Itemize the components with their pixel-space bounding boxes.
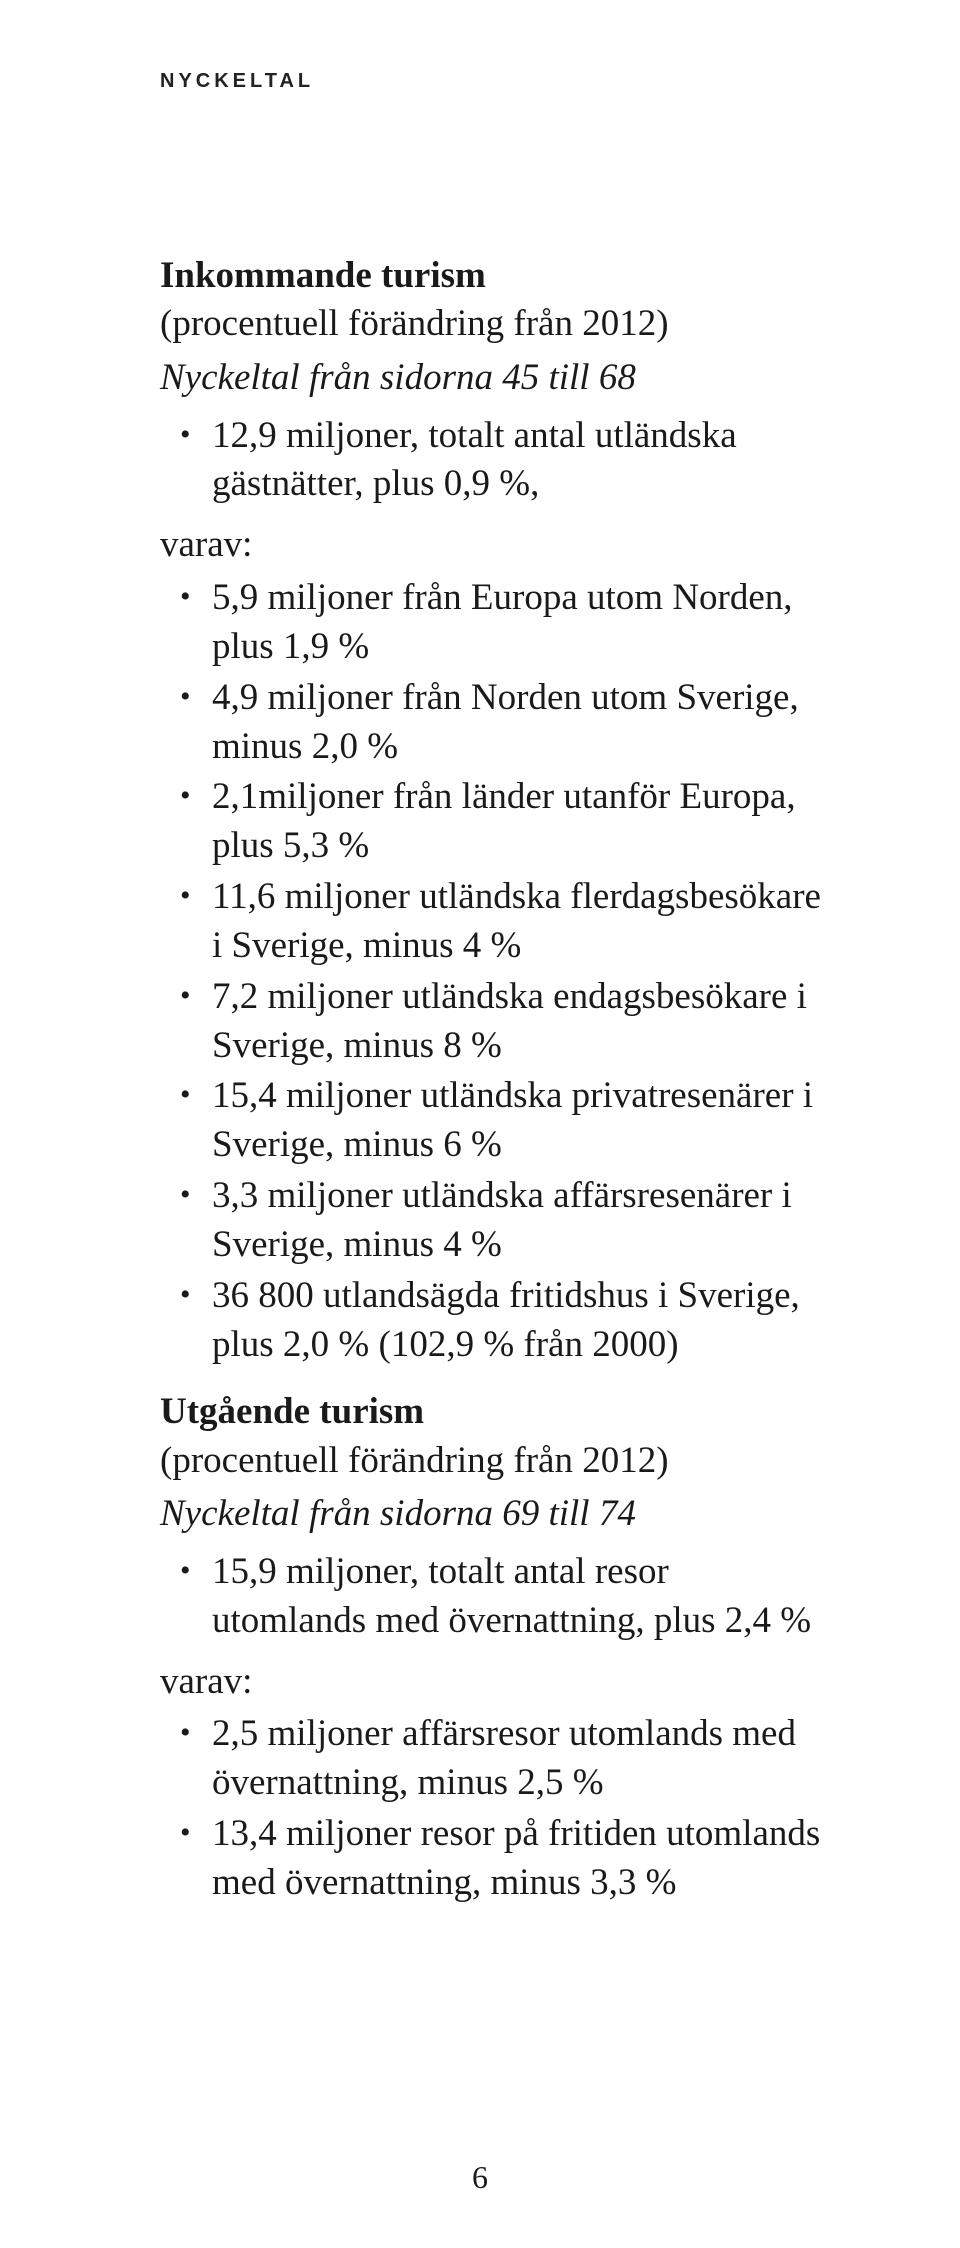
list-item: 13,4 miljoner resor på fritiden utomland… bbox=[160, 1810, 830, 1908]
running-head: NYCKELTAL bbox=[160, 70, 830, 93]
list-item: 3,3 miljoner utländska affärsresenärer i… bbox=[160, 1172, 830, 1270]
list-item: 5,9 miljoner från Europa utom Norden, pl… bbox=[160, 574, 830, 672]
list-item: 15,9 miljoner, totalt antal resor utomla… bbox=[160, 1548, 830, 1646]
list-item: 12,9 miljoner, totalt antal utländska gä… bbox=[160, 412, 830, 510]
section-utgaende: Utgående turism (procentuell förändring … bbox=[160, 1389, 830, 1907]
section2-source: Nyckeltal från sidorna 69 till 74 bbox=[160, 1490, 830, 1538]
section1-lead-list: 12,9 miljoner, totalt antal utländska gä… bbox=[160, 412, 830, 510]
section2-items: 2,5 miljoner affärsresor utomlands med ö… bbox=[160, 1710, 830, 1907]
page-number: 6 bbox=[0, 2159, 960, 2196]
section1-subtitle: (procentuell förändring från 2012) bbox=[160, 301, 830, 347]
list-item: 7,2 miljoner utländska endagsbesökare i … bbox=[160, 973, 830, 1071]
list-item: 15,4 miljoner utländska privatresenärer … bbox=[160, 1072, 830, 1170]
section2-varav: varav: bbox=[160, 1658, 830, 1707]
section2-title: Utgående turism bbox=[160, 1389, 830, 1435]
list-item: 36 800 utlandsägda fritidshus i Sverige,… bbox=[160, 1272, 830, 1370]
list-item: 4,9 miljoner från Norden utom Sverige, m… bbox=[160, 674, 830, 772]
section1-source: Nyckeltal från sidorna 45 till 68 bbox=[160, 354, 830, 402]
section2-subtitle: (procentuell förändring från 2012) bbox=[160, 1438, 830, 1484]
section1-title: Inkommande turism bbox=[160, 253, 830, 299]
section-inkommande: Inkommande turism (procentuell förändrin… bbox=[160, 253, 830, 1369]
list-item: 2,1miljoner från länder utanför Europa, … bbox=[160, 773, 830, 871]
list-item: 2,5 miljoner affärsresor utomlands med ö… bbox=[160, 1710, 830, 1808]
section2-lead-list: 15,9 miljoner, totalt antal resor utomla… bbox=[160, 1548, 830, 1646]
list-item: 11,6 miljoner utländska flerdagsbesökare… bbox=[160, 873, 830, 971]
section1-items: 5,9 miljoner från Europa utom Norden, pl… bbox=[160, 574, 830, 1369]
section1-varav: varav: bbox=[160, 521, 830, 570]
